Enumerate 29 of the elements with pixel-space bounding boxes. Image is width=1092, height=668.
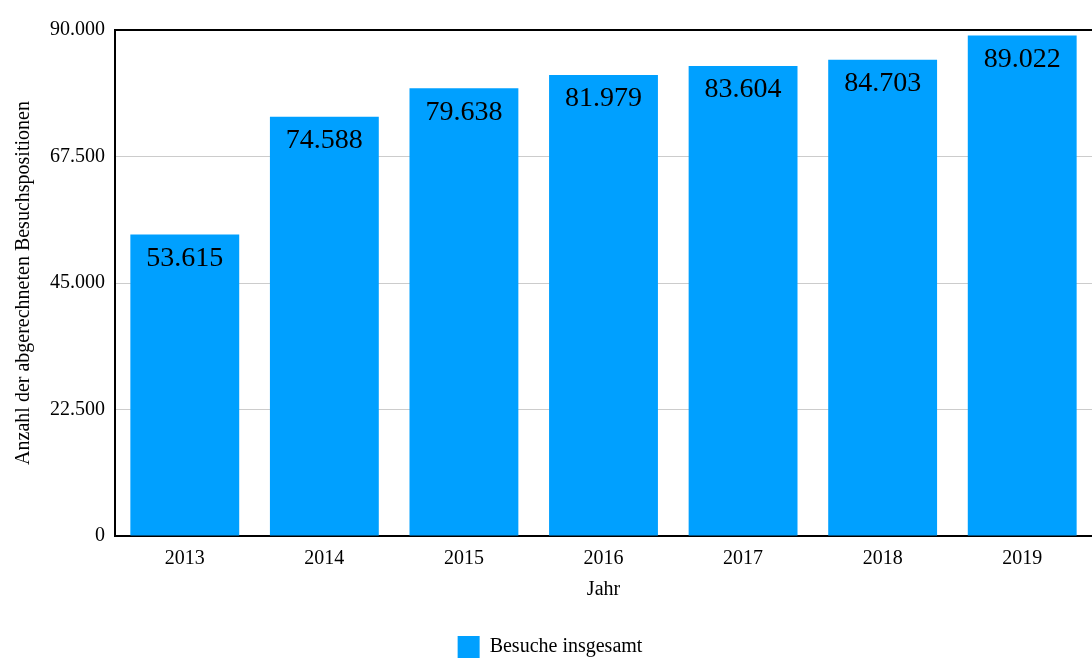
data-label: 83.604 xyxy=(704,72,782,104)
x-tick-label: 2019 xyxy=(1002,546,1043,569)
x-tick-label: 2014 xyxy=(304,546,345,569)
data-label: 79.638 xyxy=(425,94,503,126)
y-axis-title: Anzahl der abgerechneten Besuchspositionen xyxy=(11,101,35,465)
x-tick-label: 2017 xyxy=(723,546,764,569)
data-label: 89.022 xyxy=(983,41,1061,73)
y-tick-label: 45.000 xyxy=(50,270,105,293)
x-axis-title: Jahr xyxy=(586,577,621,600)
bar xyxy=(828,59,938,536)
x-tick-label: 2015 xyxy=(443,546,484,569)
bar xyxy=(409,88,519,536)
bar xyxy=(688,65,798,536)
data-label: 53.615 xyxy=(146,240,224,272)
x-tick-label: 2018 xyxy=(862,546,903,569)
y-tick-label: 0 xyxy=(95,523,105,546)
legend-label: Besuche insgesamt xyxy=(489,634,643,658)
bar xyxy=(269,116,379,536)
data-label: 74.588 xyxy=(285,123,363,155)
x-tick-label: 2013 xyxy=(164,546,205,569)
data-label: 84.703 xyxy=(844,66,922,98)
x-tick-label: 2016 xyxy=(583,546,624,569)
bar xyxy=(549,75,658,536)
data-label: 81.979 xyxy=(565,81,642,113)
y-tick-label: 22.500 xyxy=(50,396,105,419)
bar xyxy=(967,35,1077,536)
bar xyxy=(130,234,240,536)
y-tick-label: 90.000 xyxy=(50,17,105,40)
y-tick-label: 67.500 xyxy=(50,143,105,166)
